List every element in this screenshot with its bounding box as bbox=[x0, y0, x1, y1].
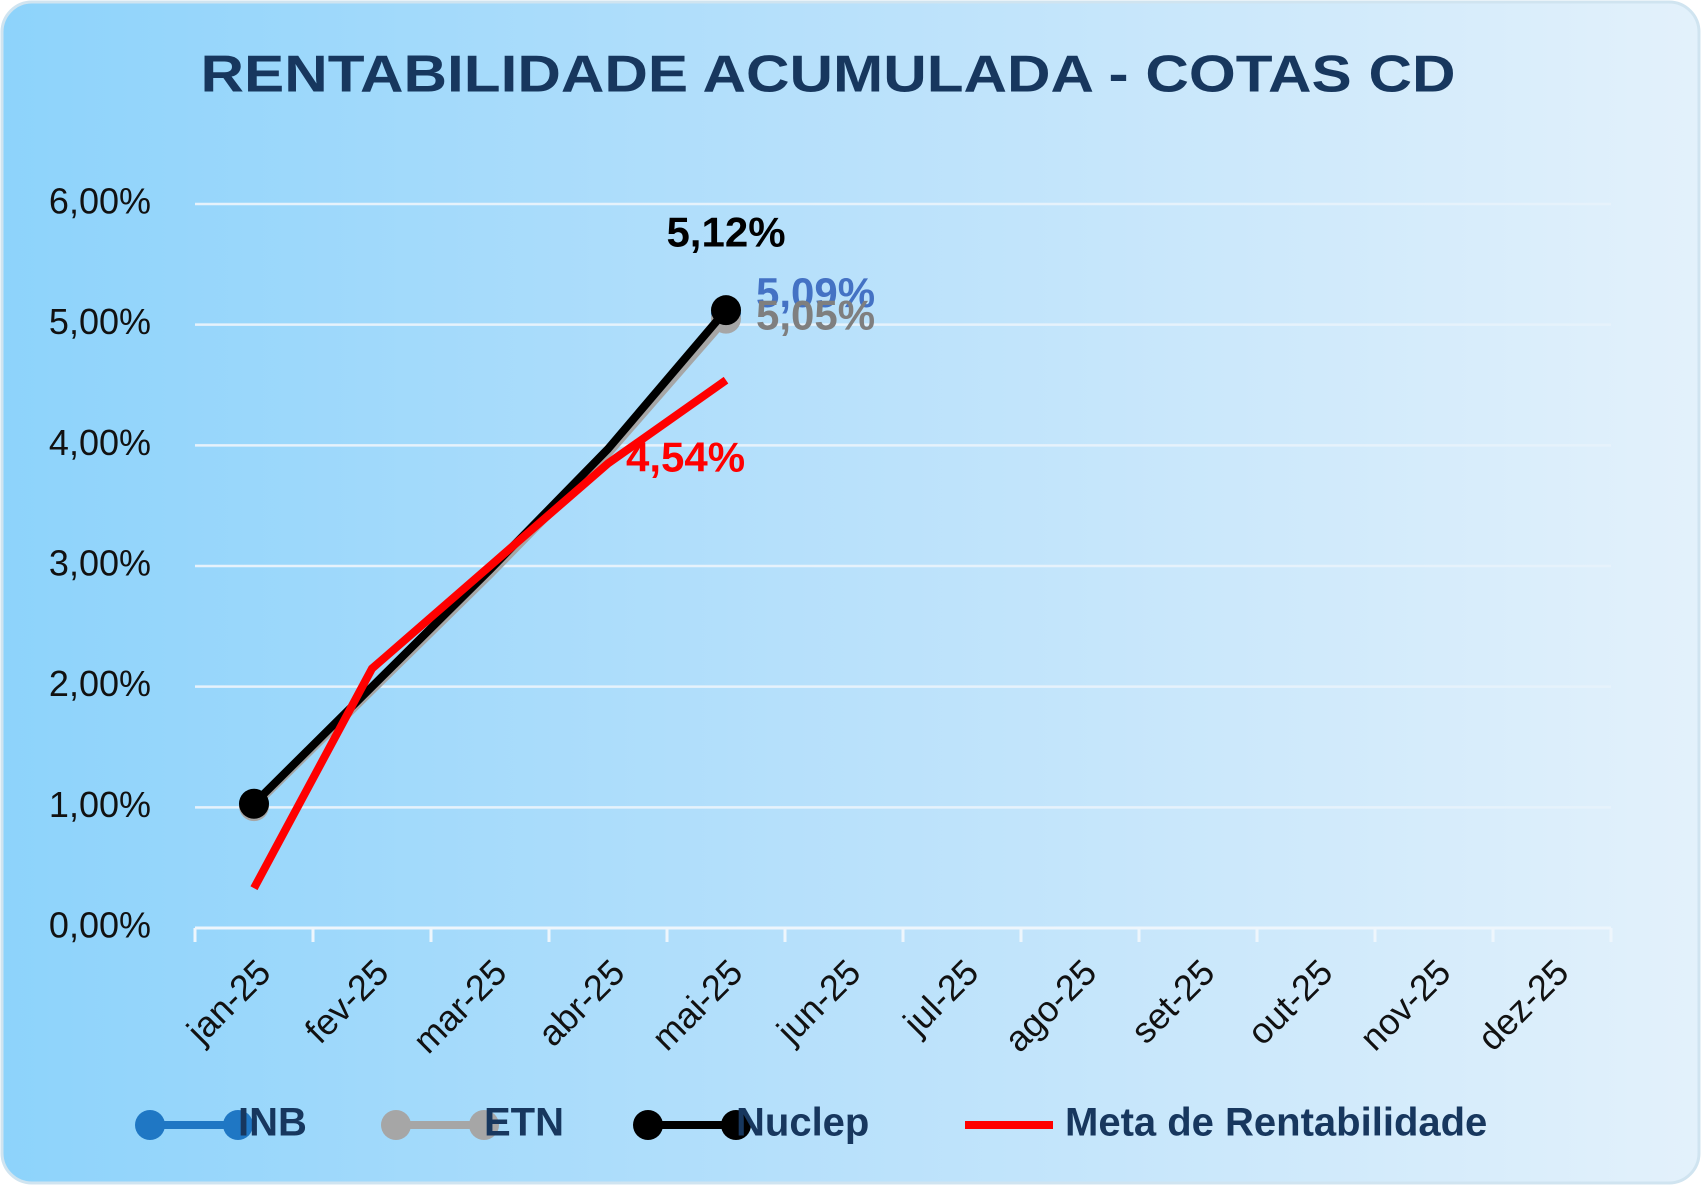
y-tick-label: 0,00% bbox=[49, 905, 151, 946]
chart-title: RENTABILIDADE ACUMULADA - COTAS CD bbox=[201, 46, 1456, 104]
data-label: 5,05% bbox=[756, 292, 875, 339]
data-label: 5,12% bbox=[666, 208, 785, 255]
legend-marker bbox=[135, 1110, 165, 1140]
data-label: 4,54% bbox=[626, 433, 745, 480]
legend-marker bbox=[469, 1110, 499, 1140]
legend-marker bbox=[381, 1110, 411, 1140]
legend-marker bbox=[223, 1110, 253, 1140]
y-tick-label: 5,00% bbox=[49, 301, 151, 342]
legend-label: ETN bbox=[484, 1101, 564, 1145]
y-tick-label: 4,00% bbox=[49, 422, 151, 463]
point-marker bbox=[239, 788, 269, 819]
series-line bbox=[250, 376, 729, 891]
data-label: 5,09% bbox=[756, 269, 875, 316]
y-tick-label: 1,00% bbox=[49, 784, 151, 825]
legend-marker bbox=[721, 1110, 751, 1140]
y-tick-label: 2,00% bbox=[49, 663, 151, 704]
point-marker bbox=[711, 295, 741, 326]
y-tick-label: 3,00% bbox=[49, 543, 151, 584]
legend-label: Meta de Rentabilidade bbox=[1065, 1101, 1487, 1145]
legend-label: Nuclep bbox=[736, 1101, 869, 1145]
legend-label: INB bbox=[238, 1101, 307, 1145]
legend-marker bbox=[633, 1110, 663, 1140]
y-tick-label: 6,00% bbox=[49, 181, 151, 222]
